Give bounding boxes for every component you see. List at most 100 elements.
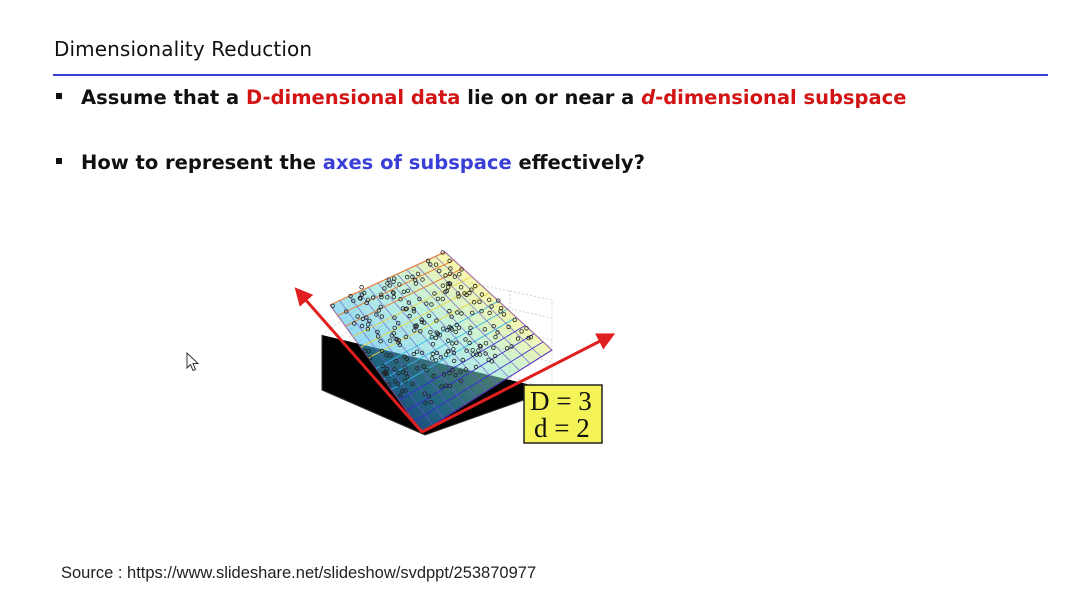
data-point bbox=[445, 349, 451, 354]
data-point bbox=[482, 327, 487, 332]
data-point bbox=[458, 285, 464, 290]
data-point bbox=[404, 356, 409, 362]
bullet-item-assumption: Assume that a D-dimensional data lie on … bbox=[56, 86, 906, 109]
data-point bbox=[367, 318, 372, 323]
data-point bbox=[414, 349, 420, 354]
data-point bbox=[458, 369, 463, 374]
data-point bbox=[435, 296, 441, 301]
data-point bbox=[463, 367, 468, 372]
data-point bbox=[365, 297, 371, 302]
dimension-label-d: d = 2 bbox=[534, 413, 590, 443]
data-point bbox=[436, 268, 442, 274]
data-point bbox=[487, 310, 492, 316]
data-point bbox=[492, 353, 498, 359]
data-point bbox=[396, 370, 401, 376]
data-point bbox=[397, 282, 402, 287]
data-point bbox=[453, 372, 458, 378]
data-point bbox=[421, 320, 427, 325]
data-point bbox=[498, 306, 504, 311]
data-point bbox=[463, 337, 468, 342]
data-point bbox=[420, 277, 425, 282]
mouse-cursor-icon bbox=[186, 352, 200, 372]
data-point bbox=[384, 373, 390, 379]
data-point bbox=[451, 346, 456, 352]
data-point bbox=[438, 355, 443, 360]
data-point bbox=[419, 319, 425, 325]
data-point bbox=[433, 358, 439, 363]
data-point bbox=[387, 338, 393, 343]
data-point bbox=[395, 320, 401, 326]
bullet-marker bbox=[56, 92, 62, 99]
data-point bbox=[405, 374, 410, 380]
highlight-d-italic: d bbox=[641, 86, 656, 109]
data-point bbox=[456, 294, 461, 299]
data-point bbox=[462, 291, 467, 296]
data-point bbox=[359, 285, 364, 290]
data-point bbox=[415, 366, 420, 371]
slide-title: Dimensionality Reduction bbox=[54, 37, 313, 61]
data-point bbox=[384, 295, 390, 300]
data-point bbox=[434, 318, 439, 323]
data-point bbox=[410, 274, 415, 279]
data-point bbox=[391, 276, 397, 281]
data-point bbox=[355, 314, 360, 319]
data-point bbox=[447, 281, 452, 286]
data-point bbox=[362, 348, 368, 354]
data-point bbox=[470, 352, 476, 357]
data-point bbox=[447, 258, 452, 264]
data-point bbox=[432, 291, 437, 296]
data-point bbox=[434, 350, 440, 356]
data-point bbox=[375, 329, 380, 335]
data-point bbox=[443, 383, 449, 388]
data-point bbox=[426, 313, 432, 318]
data-point bbox=[386, 382, 391, 387]
data-point bbox=[382, 286, 387, 291]
data-point bbox=[467, 340, 472, 346]
data-point bbox=[410, 381, 415, 387]
data-point bbox=[491, 323, 496, 329]
data-point bbox=[412, 328, 417, 333]
data-point bbox=[425, 258, 431, 264]
dimension-label-box: D = 3 d = 2 bbox=[523, 384, 603, 444]
data-point bbox=[402, 365, 408, 370]
highlight-axes-of-subspace: axes of subspace bbox=[322, 151, 512, 174]
bullet-marker bbox=[56, 157, 62, 164]
data-point bbox=[440, 283, 446, 288]
data-point bbox=[501, 312, 507, 317]
data-point bbox=[443, 273, 448, 278]
data-point bbox=[447, 383, 453, 389]
data-point bbox=[351, 321, 357, 326]
data-point bbox=[392, 367, 397, 372]
data-point bbox=[378, 292, 384, 297]
data-point bbox=[467, 330, 473, 335]
data-point bbox=[515, 336, 521, 341]
data-point bbox=[450, 341, 455, 346]
data-point bbox=[398, 297, 403, 302]
data-point bbox=[422, 391, 427, 396]
data-point bbox=[426, 394, 432, 399]
data-point bbox=[496, 298, 501, 303]
data-point bbox=[464, 348, 469, 353]
data-point bbox=[415, 271, 421, 277]
data-point bbox=[391, 279, 396, 284]
data-point bbox=[404, 306, 409, 311]
data-point bbox=[365, 326, 371, 332]
data-point bbox=[357, 295, 363, 301]
data-point bbox=[451, 358, 457, 364]
data-point bbox=[361, 290, 367, 296]
data-point bbox=[390, 290, 396, 295]
data-point bbox=[519, 329, 524, 334]
data-point bbox=[440, 250, 445, 255]
data-point bbox=[447, 271, 453, 276]
data-point bbox=[440, 326, 446, 331]
data-point bbox=[443, 352, 449, 357]
data-point bbox=[391, 290, 396, 296]
data-point bbox=[439, 384, 444, 389]
subspace-axis-2 bbox=[421, 333, 616, 434]
data-point bbox=[455, 310, 460, 315]
data-point bbox=[406, 300, 412, 305]
data-point bbox=[396, 340, 401, 345]
data-point bbox=[454, 322, 459, 328]
data-point bbox=[456, 325, 462, 330]
data-point bbox=[403, 388, 408, 393]
